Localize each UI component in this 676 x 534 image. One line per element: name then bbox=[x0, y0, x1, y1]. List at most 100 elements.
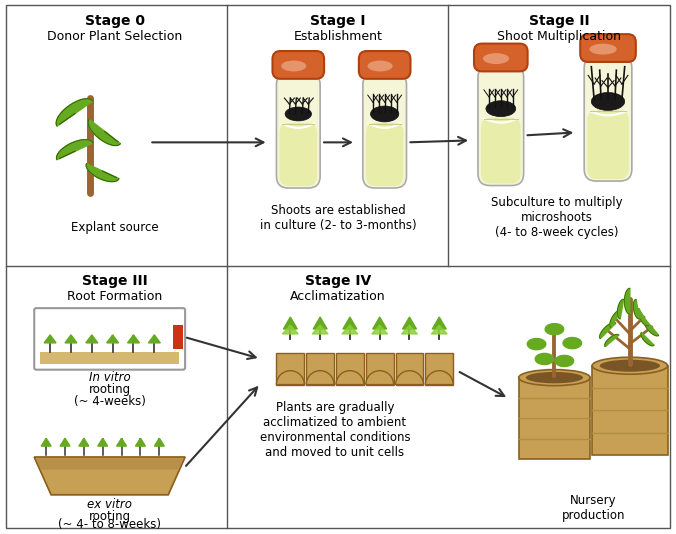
Polygon shape bbox=[141, 438, 145, 446]
Ellipse shape bbox=[486, 101, 516, 116]
Polygon shape bbox=[44, 335, 50, 343]
Polygon shape bbox=[336, 353, 364, 384]
FancyBboxPatch shape bbox=[366, 123, 404, 186]
Ellipse shape bbox=[281, 60, 306, 72]
FancyBboxPatch shape bbox=[359, 51, 410, 79]
Wedge shape bbox=[276, 371, 304, 384]
Polygon shape bbox=[350, 317, 357, 329]
Polygon shape bbox=[41, 438, 46, 446]
Polygon shape bbox=[56, 99, 93, 126]
Ellipse shape bbox=[483, 53, 509, 64]
Polygon shape bbox=[320, 325, 328, 334]
Polygon shape bbox=[88, 119, 120, 146]
Text: Stage III: Stage III bbox=[82, 274, 147, 288]
Polygon shape bbox=[395, 353, 423, 384]
Text: ex vitro: ex vitro bbox=[87, 498, 132, 511]
Polygon shape bbox=[283, 317, 291, 329]
Polygon shape bbox=[425, 353, 453, 384]
Polygon shape bbox=[117, 438, 122, 446]
Text: Establishment: Establishment bbox=[293, 29, 383, 43]
Polygon shape bbox=[79, 438, 84, 446]
FancyBboxPatch shape bbox=[478, 66, 524, 185]
Text: Root Formation: Root Formation bbox=[67, 290, 162, 303]
Polygon shape bbox=[637, 309, 649, 326]
Polygon shape bbox=[65, 335, 71, 343]
Polygon shape bbox=[50, 335, 56, 343]
Text: In vitro: In vitro bbox=[89, 371, 130, 384]
Polygon shape bbox=[343, 317, 350, 329]
Text: Stage I: Stage I bbox=[310, 14, 366, 28]
Polygon shape bbox=[128, 335, 133, 343]
FancyBboxPatch shape bbox=[363, 73, 406, 188]
FancyBboxPatch shape bbox=[580, 34, 636, 62]
FancyBboxPatch shape bbox=[272, 51, 324, 79]
Polygon shape bbox=[86, 163, 119, 182]
Polygon shape bbox=[439, 325, 448, 334]
Polygon shape bbox=[527, 339, 546, 350]
Text: Stage IV: Stage IV bbox=[305, 274, 371, 288]
Polygon shape bbox=[600, 323, 616, 339]
Polygon shape bbox=[291, 317, 297, 329]
Polygon shape bbox=[431, 325, 439, 334]
Ellipse shape bbox=[592, 92, 625, 111]
Polygon shape bbox=[306, 353, 334, 384]
Text: Shoot Multiplication: Shoot Multiplication bbox=[498, 29, 621, 43]
FancyBboxPatch shape bbox=[584, 56, 632, 181]
Polygon shape bbox=[86, 335, 92, 343]
Ellipse shape bbox=[592, 357, 668, 374]
Text: (~ 4-weeks): (~ 4-weeks) bbox=[74, 395, 145, 408]
FancyBboxPatch shape bbox=[276, 73, 320, 188]
Polygon shape bbox=[283, 325, 291, 334]
Polygon shape bbox=[641, 333, 654, 346]
Bar bbox=[173, 325, 183, 349]
Polygon shape bbox=[57, 139, 93, 160]
Polygon shape bbox=[410, 325, 417, 334]
Polygon shape bbox=[350, 325, 358, 334]
Polygon shape bbox=[410, 317, 416, 329]
FancyBboxPatch shape bbox=[474, 44, 527, 72]
Wedge shape bbox=[306, 371, 334, 384]
Text: Stage 0: Stage 0 bbox=[84, 14, 145, 28]
Polygon shape bbox=[342, 325, 350, 334]
Polygon shape bbox=[154, 335, 160, 343]
Polygon shape bbox=[84, 438, 89, 446]
Polygon shape bbox=[133, 335, 139, 343]
Polygon shape bbox=[372, 325, 380, 334]
FancyBboxPatch shape bbox=[587, 111, 629, 179]
Polygon shape bbox=[34, 457, 185, 495]
Ellipse shape bbox=[285, 107, 312, 121]
Text: Plants are gradually
acclimatized to ambient
environmental conditions
and moved : Plants are gradually acclimatized to amb… bbox=[260, 401, 410, 459]
Polygon shape bbox=[122, 438, 126, 446]
Polygon shape bbox=[46, 438, 51, 446]
Polygon shape bbox=[34, 457, 185, 495]
Polygon shape bbox=[545, 324, 564, 335]
Polygon shape bbox=[276, 353, 304, 384]
Polygon shape bbox=[71, 335, 77, 343]
Polygon shape bbox=[563, 337, 581, 349]
Polygon shape bbox=[107, 335, 113, 343]
Ellipse shape bbox=[518, 370, 590, 386]
Polygon shape bbox=[37, 459, 182, 469]
Text: rooting: rooting bbox=[89, 510, 130, 523]
Polygon shape bbox=[291, 325, 298, 334]
Text: (~ 4- to 8-weeks): (~ 4- to 8-weeks) bbox=[58, 518, 161, 531]
Ellipse shape bbox=[589, 44, 617, 54]
Polygon shape bbox=[605, 334, 619, 347]
Polygon shape bbox=[135, 438, 141, 446]
FancyBboxPatch shape bbox=[481, 117, 521, 184]
Text: Nursery
production: Nursery production bbox=[561, 493, 625, 522]
Polygon shape bbox=[372, 317, 380, 329]
Ellipse shape bbox=[600, 360, 660, 372]
Polygon shape bbox=[402, 325, 410, 334]
Polygon shape bbox=[313, 317, 320, 329]
Text: Donor Plant Selection: Donor Plant Selection bbox=[47, 29, 183, 43]
Text: Acclimatization: Acclimatization bbox=[290, 290, 386, 303]
Polygon shape bbox=[103, 438, 107, 446]
FancyBboxPatch shape bbox=[279, 123, 317, 186]
Polygon shape bbox=[65, 438, 70, 446]
Polygon shape bbox=[555, 356, 574, 366]
Text: Subculture to multiply
microshoots
(4- to 8-week cycles): Subculture to multiply microshoots (4- t… bbox=[491, 197, 622, 239]
Polygon shape bbox=[610, 310, 621, 328]
Wedge shape bbox=[425, 371, 453, 384]
Wedge shape bbox=[366, 371, 393, 384]
